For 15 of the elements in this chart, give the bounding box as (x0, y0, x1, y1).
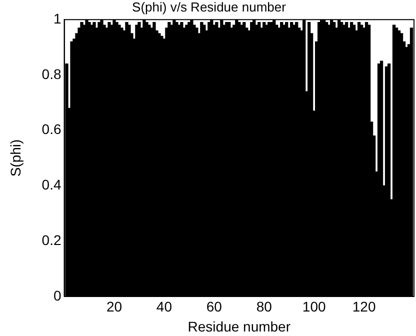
x-tick-label: 20 (106, 298, 122, 315)
y-axis-title: S(phi) (7, 139, 24, 177)
y-tick-label: 0.6 (42, 121, 62, 138)
x-tick-label: 80 (256, 298, 272, 315)
y-tick-label: 0.2 (42, 232, 62, 248)
x-tick-label: 40 (156, 298, 172, 315)
chart-title: S(phi) v/s Residue number (132, 0, 287, 14)
x-tick-label: 120 (352, 298, 376, 315)
y-tick-label: 0.8 (42, 66, 62, 82)
y-tick-label: 1 (53, 10, 62, 26)
x-tick-label: 60 (206, 298, 222, 315)
x-axis-title: Residue number (188, 318, 291, 334)
y-tick-label: 0.4 (42, 176, 62, 193)
x-tick-label: 100 (302, 298, 326, 315)
y-tick-label: 0 (53, 287, 62, 304)
